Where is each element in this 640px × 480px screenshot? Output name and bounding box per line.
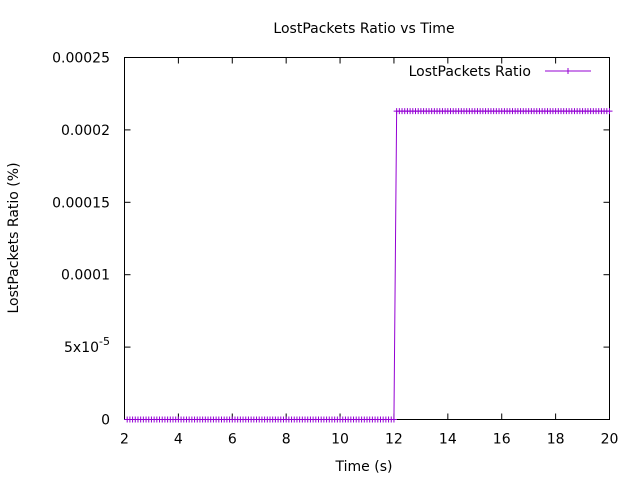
y-axis-ticks: 0 5x10-5 0.0001 0.00015 0.0002 0.00025 (52, 51, 610, 429)
legend-label: LostPackets Ratio (409, 64, 531, 80)
series-markers (124, 108, 613, 423)
x-tick-label: 10 (331, 432, 349, 448)
x-tick-label: 2 (120, 432, 129, 448)
y-tick-label: 0.0002 (61, 123, 110, 139)
y-tick-label: 0.0001 (61, 268, 110, 284)
x-tick-label: 4 (174, 432, 183, 448)
y-tick-label: 0.00015 (52, 195, 110, 211)
legend-marker-plus (565, 68, 571, 74)
y-tick-label: 5x10-5 (64, 335, 110, 356)
series-layer (124, 108, 613, 423)
series-line (127, 110, 610, 420)
legend: LostPackets Ratio (409, 64, 591, 80)
x-tick-label: 8 (282, 432, 291, 448)
chart-title: LostPackets Ratio vs Time (273, 21, 454, 37)
data-point-marker (390, 416, 397, 423)
x-tick-label: 18 (547, 432, 565, 448)
legend-marker (565, 68, 571, 74)
y-tick-label-base: 0.0001 (61, 268, 110, 284)
y-axis-label: LostPackets Ratio (%) (6, 162, 22, 313)
y-tick-label: 0 (101, 413, 110, 429)
data-point-marker (606, 108, 613, 115)
y-tick-label-exponent: -5 (99, 335, 110, 348)
x-tick-label: 14 (439, 432, 457, 448)
x-tick-label: 16 (493, 432, 511, 448)
x-axis-label: Time (s) (335, 459, 393, 475)
y-tick-label-base: 0.0002 (61, 123, 110, 139)
x-tick-label: 20 (601, 432, 619, 448)
x-tick-label: 6 (228, 432, 237, 448)
x-tick-label: 12 (385, 432, 403, 448)
y-tick-label-base: 5x10 (64, 340, 99, 356)
x-axis-ticks: 2 4 6 8 10 12 14 16 18 20 (120, 57, 619, 448)
y-tick-label-base: 0 (101, 413, 110, 429)
y-tick-label-base: 0.00025 (52, 51, 110, 67)
y-tick-label-base: 0.00015 (52, 195, 110, 211)
y-tick-label: 0.00025 (52, 51, 110, 67)
